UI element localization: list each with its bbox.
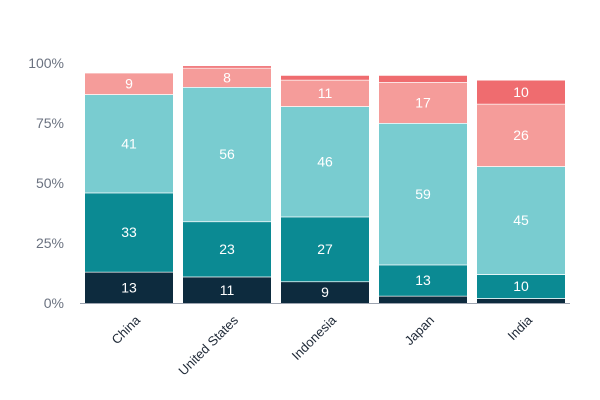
bar-segment [183,221,271,277]
bar-segment [281,79,369,107]
bar-segment [477,274,565,299]
data-label: 23 [219,241,235,257]
data-label: 45 [513,212,529,228]
data-label: 17 [415,95,431,111]
bar-segment [477,298,565,303]
y-axis: 0% 25% 50% 75% 100% [28,55,64,311]
bar-stack: 11 23 56 8 [183,64,271,303]
data-label: 27 [317,241,333,257]
bar-segment [183,67,271,87]
data-label: 11 [220,282,235,298]
bar-segment [281,106,369,217]
x-tick-label: Indonesia [289,312,340,363]
y-tick-label: 75% [36,115,64,131]
data-label: 9 [321,284,329,300]
bar-segment [379,295,467,303]
data-label: 59 [415,186,431,202]
bar-segment [85,72,173,95]
data-label: 11 [318,85,333,101]
data-label: 26 [513,127,529,143]
x-tick-label: China [108,312,143,347]
data-label: 13 [121,279,137,295]
data-label: 33 [121,224,137,240]
data-label: 10 [513,278,529,294]
data-label: 10 [513,84,529,100]
y-tick-label: 0% [44,295,64,311]
bar-segment [477,79,565,104]
data-label: 46 [317,153,333,169]
data-label: 9 [125,75,133,91]
bar-stack: 13 33 41 9 [85,71,173,303]
bar-segment [379,82,467,123]
y-tick-label: 50% [36,175,64,191]
y-tick-label: 25% [36,235,64,251]
y-tick-label: 100% [28,55,64,71]
x-tick-label: India [505,312,536,343]
bar-stack: 9 27 46 11 [281,74,369,303]
bar-segment [281,216,369,282]
x-tick-label: Japan [401,313,437,349]
bar-segment [477,103,565,167]
data-label: 41 [121,135,137,151]
x-axis: China United States Indonesia Japan India [80,303,570,378]
bar-segment [379,75,467,83]
data-label: 56 [219,146,235,162]
x-tick-label: United States [175,312,241,378]
bar-segment [85,94,173,193]
data-label: 13 [415,272,431,288]
data-label: 8 [223,69,231,85]
bar-segment [85,192,173,272]
bar-segment [281,75,369,80]
bar-segment [183,276,271,303]
bar-segment [477,166,565,275]
bar-segment [85,271,173,303]
bar-stack: 13 59 17 [379,74,467,303]
bar-stack: 10 45 26 10 [477,79,565,303]
bar-segment [379,123,467,265]
bar-segment [281,281,369,303]
bar-segment [183,65,271,68]
bar-segment [379,264,467,296]
bar-segment [183,87,271,222]
